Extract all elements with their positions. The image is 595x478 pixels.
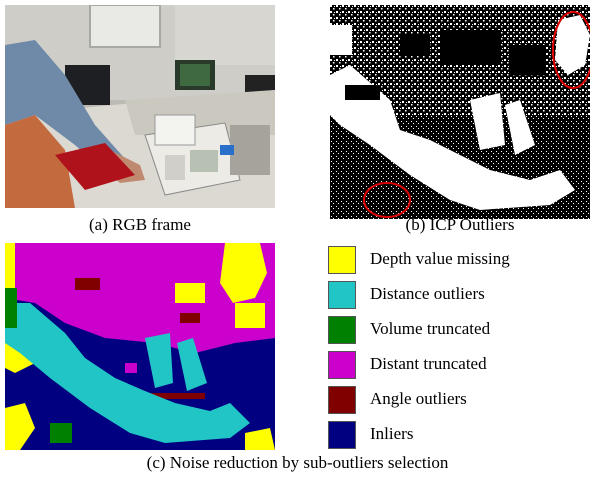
legend-swatch xyxy=(328,351,356,379)
legend-label: Angle outliers xyxy=(370,389,467,408)
legend-swatch xyxy=(328,316,356,344)
legend-label: Inliers xyxy=(370,424,414,443)
legend-swatch xyxy=(328,246,356,274)
caption-noise-reduction: (c) Noise reduction by sub-outliers sele… xyxy=(146,453,449,472)
rgb-frame-image xyxy=(5,5,275,208)
legend-item-inliers: Inliers xyxy=(328,421,588,451)
legend-item-depth-missing: Depth value missing xyxy=(328,246,588,276)
legend-label: Volume truncated xyxy=(370,319,491,338)
icp-outliers-image xyxy=(330,5,590,219)
legend-swatch xyxy=(328,281,356,309)
legend-item-volume-truncated: Volume truncated xyxy=(328,316,588,346)
legend-item-angle-outliers: Angle outliers xyxy=(328,386,588,416)
legend-label: Distant truncated xyxy=(370,354,487,373)
noise-reduction-image xyxy=(5,243,275,450)
legend-swatch xyxy=(328,386,356,414)
caption-icp-outliers: (b) ICP Outliers xyxy=(405,215,515,234)
caption-rgb-frame: (a) RGB frame xyxy=(89,215,191,234)
legend-label: Depth value missing xyxy=(370,249,510,268)
legend-swatch xyxy=(328,421,356,449)
legend-item-distant-truncated: Distant truncated xyxy=(328,351,588,381)
legend-label: Distance outliers xyxy=(370,284,485,303)
legend-item-distance-outliers: Distance outliers xyxy=(328,281,588,311)
